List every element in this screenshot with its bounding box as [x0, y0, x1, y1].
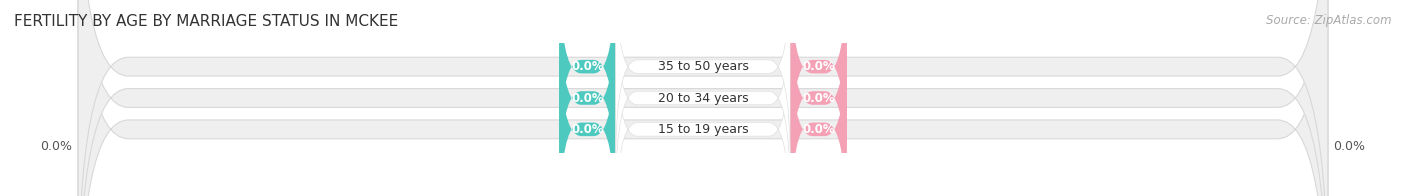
- Text: 0.0%: 0.0%: [803, 60, 835, 73]
- Text: 20 to 34 years: 20 to 34 years: [658, 92, 748, 104]
- Text: 0.0%: 0.0%: [571, 92, 603, 104]
- FancyBboxPatch shape: [560, 0, 616, 196]
- Text: 35 to 50 years: 35 to 50 years: [658, 60, 748, 73]
- Text: 0.0%: 0.0%: [41, 140, 73, 153]
- Text: FERTILITY BY AGE BY MARRIAGE STATUS IN MCKEE: FERTILITY BY AGE BY MARRIAGE STATUS IN M…: [14, 14, 398, 29]
- Text: 0.0%: 0.0%: [803, 123, 835, 136]
- Text: 15 to 19 years: 15 to 19 years: [658, 123, 748, 136]
- Text: 0.0%: 0.0%: [571, 60, 603, 73]
- FancyBboxPatch shape: [560, 26, 616, 196]
- FancyBboxPatch shape: [79, 0, 1327, 196]
- FancyBboxPatch shape: [560, 0, 616, 170]
- Text: 0.0%: 0.0%: [571, 123, 603, 136]
- FancyBboxPatch shape: [79, 0, 1327, 196]
- Text: 0.0%: 0.0%: [1333, 140, 1365, 153]
- Text: Source: ZipAtlas.com: Source: ZipAtlas.com: [1267, 14, 1392, 27]
- FancyBboxPatch shape: [790, 0, 846, 170]
- FancyBboxPatch shape: [790, 26, 846, 196]
- Text: 0.0%: 0.0%: [803, 92, 835, 104]
- FancyBboxPatch shape: [616, 0, 790, 196]
- FancyBboxPatch shape: [790, 0, 846, 196]
- FancyBboxPatch shape: [616, 26, 790, 196]
- FancyBboxPatch shape: [616, 0, 790, 170]
- FancyBboxPatch shape: [79, 0, 1327, 196]
